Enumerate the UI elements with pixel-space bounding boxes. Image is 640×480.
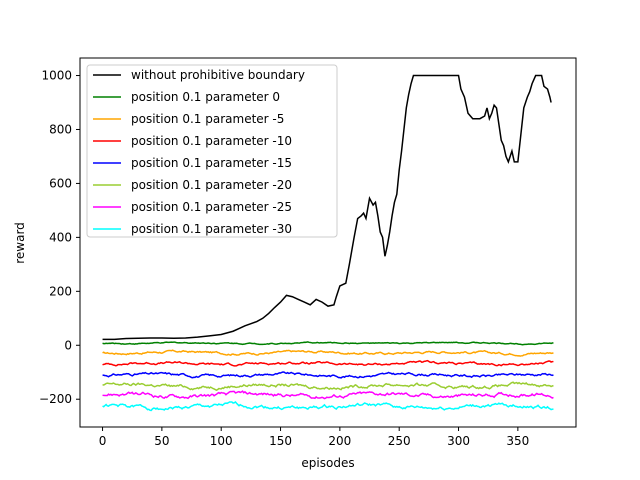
series-line-4	[102, 371, 554, 379]
y-tick-label: 200	[49, 284, 72, 298]
legend-entry: position 0.1 parameter -20	[131, 178, 292, 192]
x-axis-label: episodes	[301, 456, 354, 470]
legend-entry: without prohibitive boundary	[131, 68, 305, 82]
legend-entry: position 0.1 parameter -15	[131, 156, 292, 170]
legend-entry: position 0.1 parameter -30	[131, 222, 292, 236]
plot-frame	[79, 57, 577, 428]
series-line-7	[102, 400, 554, 412]
x-tick-label: 200	[328, 434, 351, 448]
legend-entry: position 0.1 parameter -10	[131, 134, 292, 148]
series-line-5	[102, 381, 554, 391]
legend-entry: position 0.1 parameter 0	[131, 90, 280, 104]
x-tick-label: 300	[447, 434, 470, 448]
y-axis-label: reward	[13, 222, 27, 264]
y-tick-label: 800	[49, 122, 72, 136]
series-line-3	[102, 359, 554, 367]
x-tick-label: 50	[154, 434, 169, 448]
series-line-6	[102, 390, 554, 400]
series-line-2	[102, 349, 554, 357]
y-tick-label: 0	[64, 338, 72, 352]
x-tick-label: 250	[388, 434, 411, 448]
y-tick-label: 1000	[41, 69, 72, 83]
x-ticks: 0 50 100 150 200 250 300 350	[99, 427, 529, 448]
plot-lines	[102, 74, 554, 412]
x-tick-label: 150	[269, 434, 292, 448]
legend-entry: position 0.1 parameter -5	[131, 112, 284, 126]
x-tick-label: 0	[99, 434, 107, 448]
x-tick-label: 100	[210, 434, 233, 448]
legend: without prohibitive boundary position 0.1…	[86, 64, 338, 238]
y-tick-label: 400	[49, 230, 72, 244]
series-line-1	[102, 341, 554, 346]
legend-box	[86, 64, 338, 238]
y-tick-label: 600	[49, 176, 72, 190]
x-tick-label: 350	[506, 434, 529, 448]
y-ticks: −200 0 200 400 600 800 1000	[39, 69, 80, 406]
legend-entry: position 0.1 parameter -25	[131, 200, 292, 214]
series-line-0	[102, 74, 552, 341]
y-tick-label: −200	[39, 392, 72, 406]
